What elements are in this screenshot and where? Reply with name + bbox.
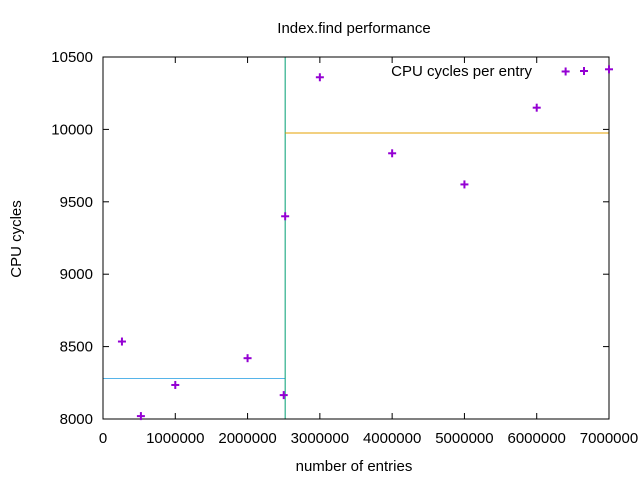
y-tick-label: 10500 [51, 49, 93, 66]
chart-title: Index.find performance [277, 20, 430, 37]
x-tick-label: 3000000 [291, 430, 349, 447]
data-point [281, 212, 290, 221]
x-tick-label: 6000000 [508, 430, 566, 447]
x-axis-label: number of entries [296, 458, 413, 475]
y-tick-label: 9000 [60, 266, 93, 283]
x-tick-label: 2000000 [218, 430, 276, 447]
x-axis: 0 1000000 2000000 3000000 4000000 5000000 6000… [99, 57, 638, 447]
data-point [171, 380, 180, 389]
legend-marker-plus [580, 67, 588, 75]
x-tick-label: 5000000 [435, 430, 493, 447]
data-point [532, 103, 541, 112]
y-axis: 8000 8500 9000 9500 10000 10500 [51, 49, 609, 428]
x-tick-label: 1000000 [146, 430, 204, 447]
data-point [460, 180, 469, 189]
y-tick-label: 8500 [60, 339, 93, 356]
data-point [243, 354, 252, 363]
data-point [605, 65, 613, 74]
reference-lines [103, 57, 609, 419]
y-tick-label: 8000 [60, 411, 93, 428]
legend-label: CPU cycles per entry [391, 63, 532, 80]
legend-marker [580, 67, 588, 75]
x-tick-label: 0 [99, 430, 107, 447]
x-tick-label: 7000000 [580, 430, 638, 447]
data-point [117, 337, 126, 346]
y-axis-label: CPU cycles [8, 200, 25, 278]
data-point [136, 412, 145, 421]
data-point [561, 67, 570, 76]
x-tick-label: 4000000 [363, 430, 421, 447]
data-point [279, 391, 288, 400]
y-tick-label: 9500 [60, 194, 93, 211]
plot-frame [102, 56, 610, 420]
data-point [388, 149, 397, 158]
y-tick-label: 10000 [51, 121, 93, 138]
data-point [315, 73, 324, 82]
data-points [117, 65, 613, 421]
